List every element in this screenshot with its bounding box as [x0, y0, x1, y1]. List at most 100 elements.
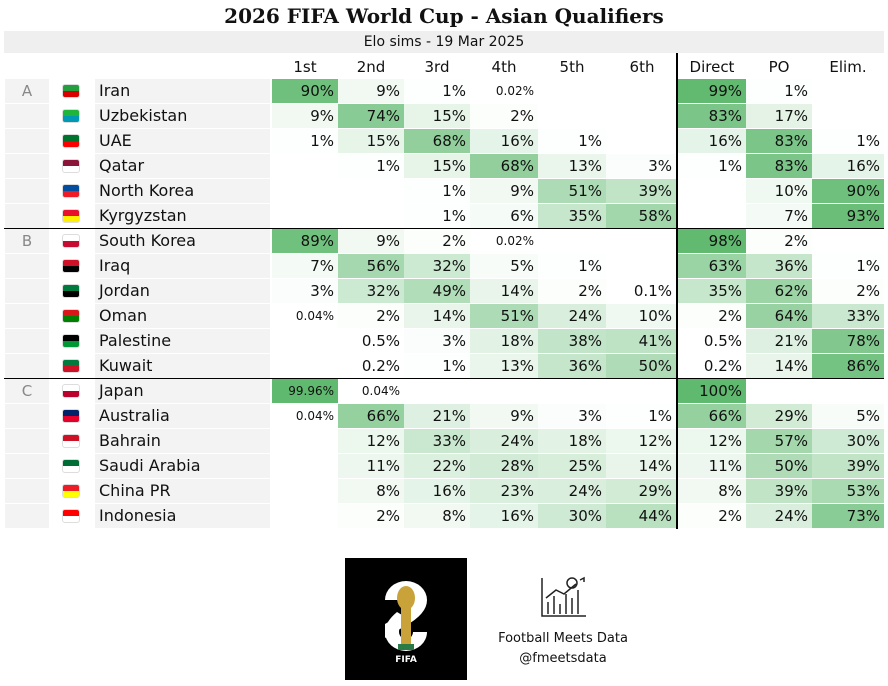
probability-cell: 3% — [272, 279, 338, 303]
probability-cell: 98% — [678, 229, 746, 253]
empty-cell — [272, 354, 338, 378]
probability-cell: 56% — [338, 254, 404, 278]
probability-cell: 22% — [404, 454, 470, 478]
probability-cell: 51% — [538, 179, 606, 203]
empty-cell — [272, 429, 338, 453]
probability-cell: 5% — [812, 404, 884, 428]
probability-cell: 90% — [812, 179, 884, 203]
probability-cell: 29% — [746, 404, 812, 428]
column-header: 3rd — [424, 58, 450, 76]
probability-cell: 74% — [338, 104, 404, 128]
probability-cell: 2% — [338, 504, 404, 528]
probability-cell: 14% — [404, 304, 470, 328]
probability-cell: 16% — [404, 479, 470, 503]
flag — [62, 509, 80, 523]
group-cell — [5, 329, 49, 353]
empty-cell — [338, 204, 404, 228]
empty-cell — [404, 379, 470, 403]
probability-cell: 0.04% — [272, 404, 338, 428]
team-name: Uzbekistan — [95, 104, 270, 128]
subtitle: Elo sims - 19 Mar 2025 — [4, 31, 884, 53]
group-cell — [5, 104, 49, 128]
empty-cell — [272, 329, 338, 353]
probability-cell: 39% — [606, 179, 676, 203]
probability-cell: 24% — [746, 504, 812, 528]
team-name: Iraq — [95, 254, 270, 278]
probability-cell: 28% — [470, 454, 538, 478]
empty-cell — [606, 254, 676, 278]
probability-cell: 9% — [338, 229, 404, 253]
empty-cell — [606, 129, 676, 153]
flag — [62, 284, 80, 298]
probability-cell: 14% — [470, 279, 538, 303]
team-name: Japan — [95, 379, 270, 403]
group-cell — [5, 204, 49, 228]
group-cell — [5, 379, 49, 403]
probability-cell: 30% — [538, 504, 606, 528]
team-name: Palestine — [95, 329, 270, 353]
probability-cell: 11% — [338, 454, 404, 478]
probability-cell: 0.1% — [606, 279, 676, 303]
probability-cell: 2% — [338, 304, 404, 328]
group-cell — [5, 479, 49, 503]
probability-cell: 1% — [338, 154, 404, 178]
probability-cell: 63% — [678, 254, 746, 278]
fifa-logo: FIFA — [345, 558, 467, 680]
probability-cell: 1% — [404, 79, 470, 103]
probability-cell: 53% — [812, 479, 884, 503]
probability-cell: 1% — [812, 254, 884, 278]
probability-cell: 15% — [404, 104, 470, 128]
flag — [62, 384, 80, 398]
divider — [676, 53, 678, 529]
probability-cell: 7% — [746, 204, 812, 228]
empty-cell — [538, 79, 606, 103]
probability-cell: 0.04% — [338, 379, 404, 403]
probability-cell: 32% — [338, 279, 404, 303]
team-name: Indonesia — [95, 504, 270, 528]
probability-cell: 100% — [678, 379, 746, 403]
probability-cell: 38% — [538, 329, 606, 353]
group-label: B — [21, 232, 33, 250]
group-cell — [5, 354, 49, 378]
flag — [62, 234, 80, 248]
flag — [62, 109, 80, 123]
probability-cell: 8% — [404, 504, 470, 528]
empty-cell — [606, 104, 676, 128]
probability-cell: 0.02% — [470, 79, 538, 103]
probability-cell: 89% — [272, 229, 338, 253]
group-cell — [5, 454, 49, 478]
flag — [62, 459, 80, 473]
probability-cell: 3% — [404, 329, 470, 353]
probability-cell: 12% — [606, 429, 676, 453]
brand-icon — [541, 576, 586, 617]
flag — [62, 184, 80, 198]
probability-cell: 0.04% — [272, 304, 338, 328]
probability-cell: 44% — [606, 504, 676, 528]
probability-cell: 35% — [538, 204, 606, 228]
column-header: 4th — [491, 58, 517, 76]
team-name: North Korea — [95, 179, 270, 203]
probability-cell: 78% — [812, 329, 884, 353]
probability-cell: 1% — [272, 129, 338, 153]
empty-cell — [538, 104, 606, 128]
probability-cell: 21% — [404, 404, 470, 428]
empty-cell — [606, 79, 676, 103]
probability-cell: 13% — [470, 354, 538, 378]
probability-cell: 1% — [538, 129, 606, 153]
probability-cell: 50% — [606, 354, 676, 378]
probability-cell: 7% — [272, 254, 338, 278]
probability-cell: 18% — [470, 329, 538, 353]
group-label: A — [21, 82, 33, 100]
probability-cell: 16% — [470, 504, 538, 528]
probability-cell: 33% — [404, 429, 470, 453]
probability-cell: 14% — [606, 454, 676, 478]
group-separator — [4, 228, 884, 229]
probability-cell: 8% — [338, 479, 404, 503]
empty-cell — [812, 229, 884, 253]
empty-cell — [272, 154, 338, 178]
probability-cell: 57% — [746, 429, 812, 453]
probability-cell: 0.5% — [678, 329, 746, 353]
probability-cell: 99.96% — [272, 379, 338, 403]
probability-cell: 3% — [606, 154, 676, 178]
